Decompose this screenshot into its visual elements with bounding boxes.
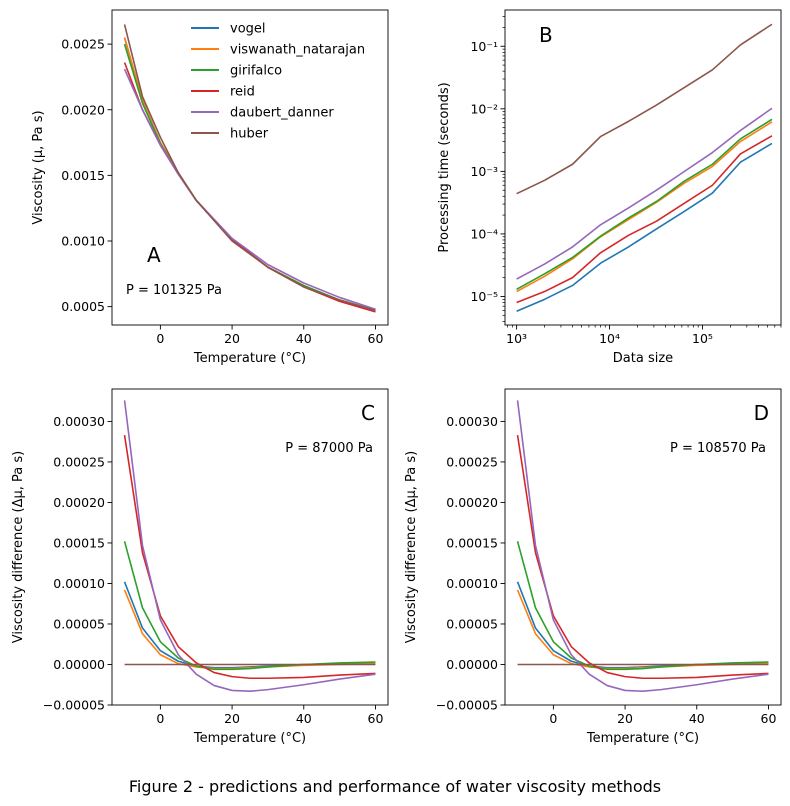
x-tick-label: 10³ xyxy=(506,331,527,346)
legend: vogel viswanath_natarajan girifalco reid dau… xyxy=(191,22,365,142)
series-line-reid xyxy=(516,435,769,680)
x-tick-label: 10⁵ xyxy=(692,331,713,346)
y-tick-label: −0.00005 xyxy=(436,698,498,713)
x-tick-label: 0 xyxy=(549,711,557,726)
x-tick-label: 20 xyxy=(224,711,240,726)
series-line-vogel xyxy=(516,142,773,313)
series-line-girifalco xyxy=(516,118,773,291)
y-tick-label: 0.0025 xyxy=(61,37,105,52)
x-tick-label: 40 xyxy=(296,331,312,346)
series-group xyxy=(516,23,773,313)
panel-d: 0 20 40 60 −0.00005 0.00000 0.00005 0.00010 0.00… xyxy=(404,388,782,746)
x-tick-label: 60 xyxy=(368,711,384,726)
y-tick-label: 10⁻² xyxy=(470,101,498,116)
series-group xyxy=(123,24,376,313)
legend-label: huber xyxy=(230,127,269,142)
panel-letter: B xyxy=(539,23,553,47)
figure-caption: Figure 2 - predictions and performance o… xyxy=(129,777,661,796)
y-tick-label: 0.0015 xyxy=(61,168,105,183)
series-line-daubert-danner xyxy=(123,400,376,693)
series-line-huber xyxy=(123,24,376,312)
x-tick-label: 0 xyxy=(156,711,164,726)
x-axis-label: Data size xyxy=(613,351,673,366)
y-tick-label: 0.00025 xyxy=(446,454,498,469)
legend-label: daubert_danner xyxy=(230,106,334,121)
y-tick-label: 0.00020 xyxy=(53,495,105,510)
series-line-viswanath-natarajan xyxy=(516,121,773,293)
y-tick-label: 0.00000 xyxy=(53,657,105,672)
legend-label: girifalco xyxy=(230,64,282,79)
y-axis-label: Processing time (seconds) xyxy=(437,82,452,252)
x-axis-label: Temperature (°C) xyxy=(193,731,306,746)
legend-label: reid xyxy=(230,85,255,100)
x-tick-label: 40 xyxy=(296,711,312,726)
pressure-annotation: P = 87000 Pa xyxy=(285,441,373,456)
x-axis-label: Temperature (°C) xyxy=(193,351,306,366)
y-tick-label: 0.00005 xyxy=(53,616,105,631)
y-tick-label: 0.00030 xyxy=(446,414,498,429)
panel-letter: A xyxy=(147,243,161,267)
pressure-annotation: P = 108570 Pa xyxy=(670,441,766,456)
y-tick-label: 0.00015 xyxy=(53,535,105,550)
y-tick-label: 10⁻³ xyxy=(470,164,498,179)
y-tick-label: 10⁻⁵ xyxy=(470,289,498,304)
x-tick-label: 60 xyxy=(368,331,384,346)
y-tick-label: 0.00010 xyxy=(446,576,498,591)
series-line-girifalco xyxy=(516,541,769,671)
y-tick-label: 10⁻⁴ xyxy=(470,226,498,241)
pressure-annotation: P = 101325 Pa xyxy=(126,283,222,298)
y-tick-label: 10⁻¹ xyxy=(470,39,498,54)
y-tick-label: 0.00020 xyxy=(446,495,498,510)
series-line-vogel xyxy=(123,37,376,312)
y-axis-label: Viscosity difference (Δμ, Pa s) xyxy=(404,451,419,644)
y-tick-label: −0.00005 xyxy=(43,698,105,713)
x-axis-label: Temperature (°C) xyxy=(586,731,699,746)
series-line-viswanath-natarajan xyxy=(123,589,376,670)
legend-label: vogel xyxy=(230,22,266,37)
y-axis-label: Viscosity (μ, Pa s) xyxy=(31,110,46,224)
axes-frame xyxy=(504,9,782,326)
x-tick-label: 20 xyxy=(617,711,633,726)
axes-frame xyxy=(111,388,389,706)
series-line-viswanath-natarajan xyxy=(123,37,376,312)
series-line-reid xyxy=(123,435,376,680)
series-line-daubert-danner xyxy=(516,400,769,693)
series-line-daubert-danner xyxy=(516,107,773,280)
series-line-huber xyxy=(516,23,773,195)
panel-a: 0 20 40 60 0.0005 0.0010 0.0015 0.0020 0.0025 Tem… xyxy=(31,9,389,366)
axes-frame xyxy=(504,388,782,706)
y-tick-label: 0.0010 xyxy=(61,234,105,249)
y-tick-label: 0.00010 xyxy=(53,576,105,591)
series-group xyxy=(123,400,376,693)
x-tick-label: 0 xyxy=(156,331,164,346)
x-tick-label: 10⁴ xyxy=(599,331,620,346)
y-axis-label: Viscosity difference (Δμ, Pa s) xyxy=(11,451,26,644)
x-tick-label: 60 xyxy=(761,711,777,726)
y-tick-label: 0.0020 xyxy=(61,102,105,117)
series-line-girifalco xyxy=(123,541,376,671)
series-line-viswanath-natarajan xyxy=(516,589,769,670)
y-tick-label: 0.00025 xyxy=(53,454,105,469)
panel-c: 0 20 40 60 −0.00005 0.00000 0.00005 0.00010 0.00… xyxy=(11,388,389,746)
legend-label: viswanath_natarajan xyxy=(230,43,365,58)
y-tick-label: 0.00015 xyxy=(446,535,498,550)
panel-b: 10³ 10⁴ 10⁵ 10⁻⁵ 10⁻⁴ 10⁻³ 10⁻² 10⁻¹ Data size Pr… xyxy=(437,9,782,366)
y-tick-label: 0.00030 xyxy=(53,414,105,429)
series-line-reid xyxy=(516,135,773,304)
series-line-daubert-danner xyxy=(123,68,376,311)
x-tick-label: 40 xyxy=(689,711,705,726)
series-group xyxy=(516,400,769,693)
axes-frame xyxy=(111,9,389,326)
panel-letter: D xyxy=(754,401,769,425)
x-tick-label: 20 xyxy=(224,331,240,346)
y-tick-label: 0.0005 xyxy=(61,299,105,314)
y-tick-label: 0.00005 xyxy=(446,616,498,631)
y-tick-label: 0.00000 xyxy=(446,657,498,672)
panel-letter: C xyxy=(361,401,375,425)
series-line-reid xyxy=(123,62,376,313)
